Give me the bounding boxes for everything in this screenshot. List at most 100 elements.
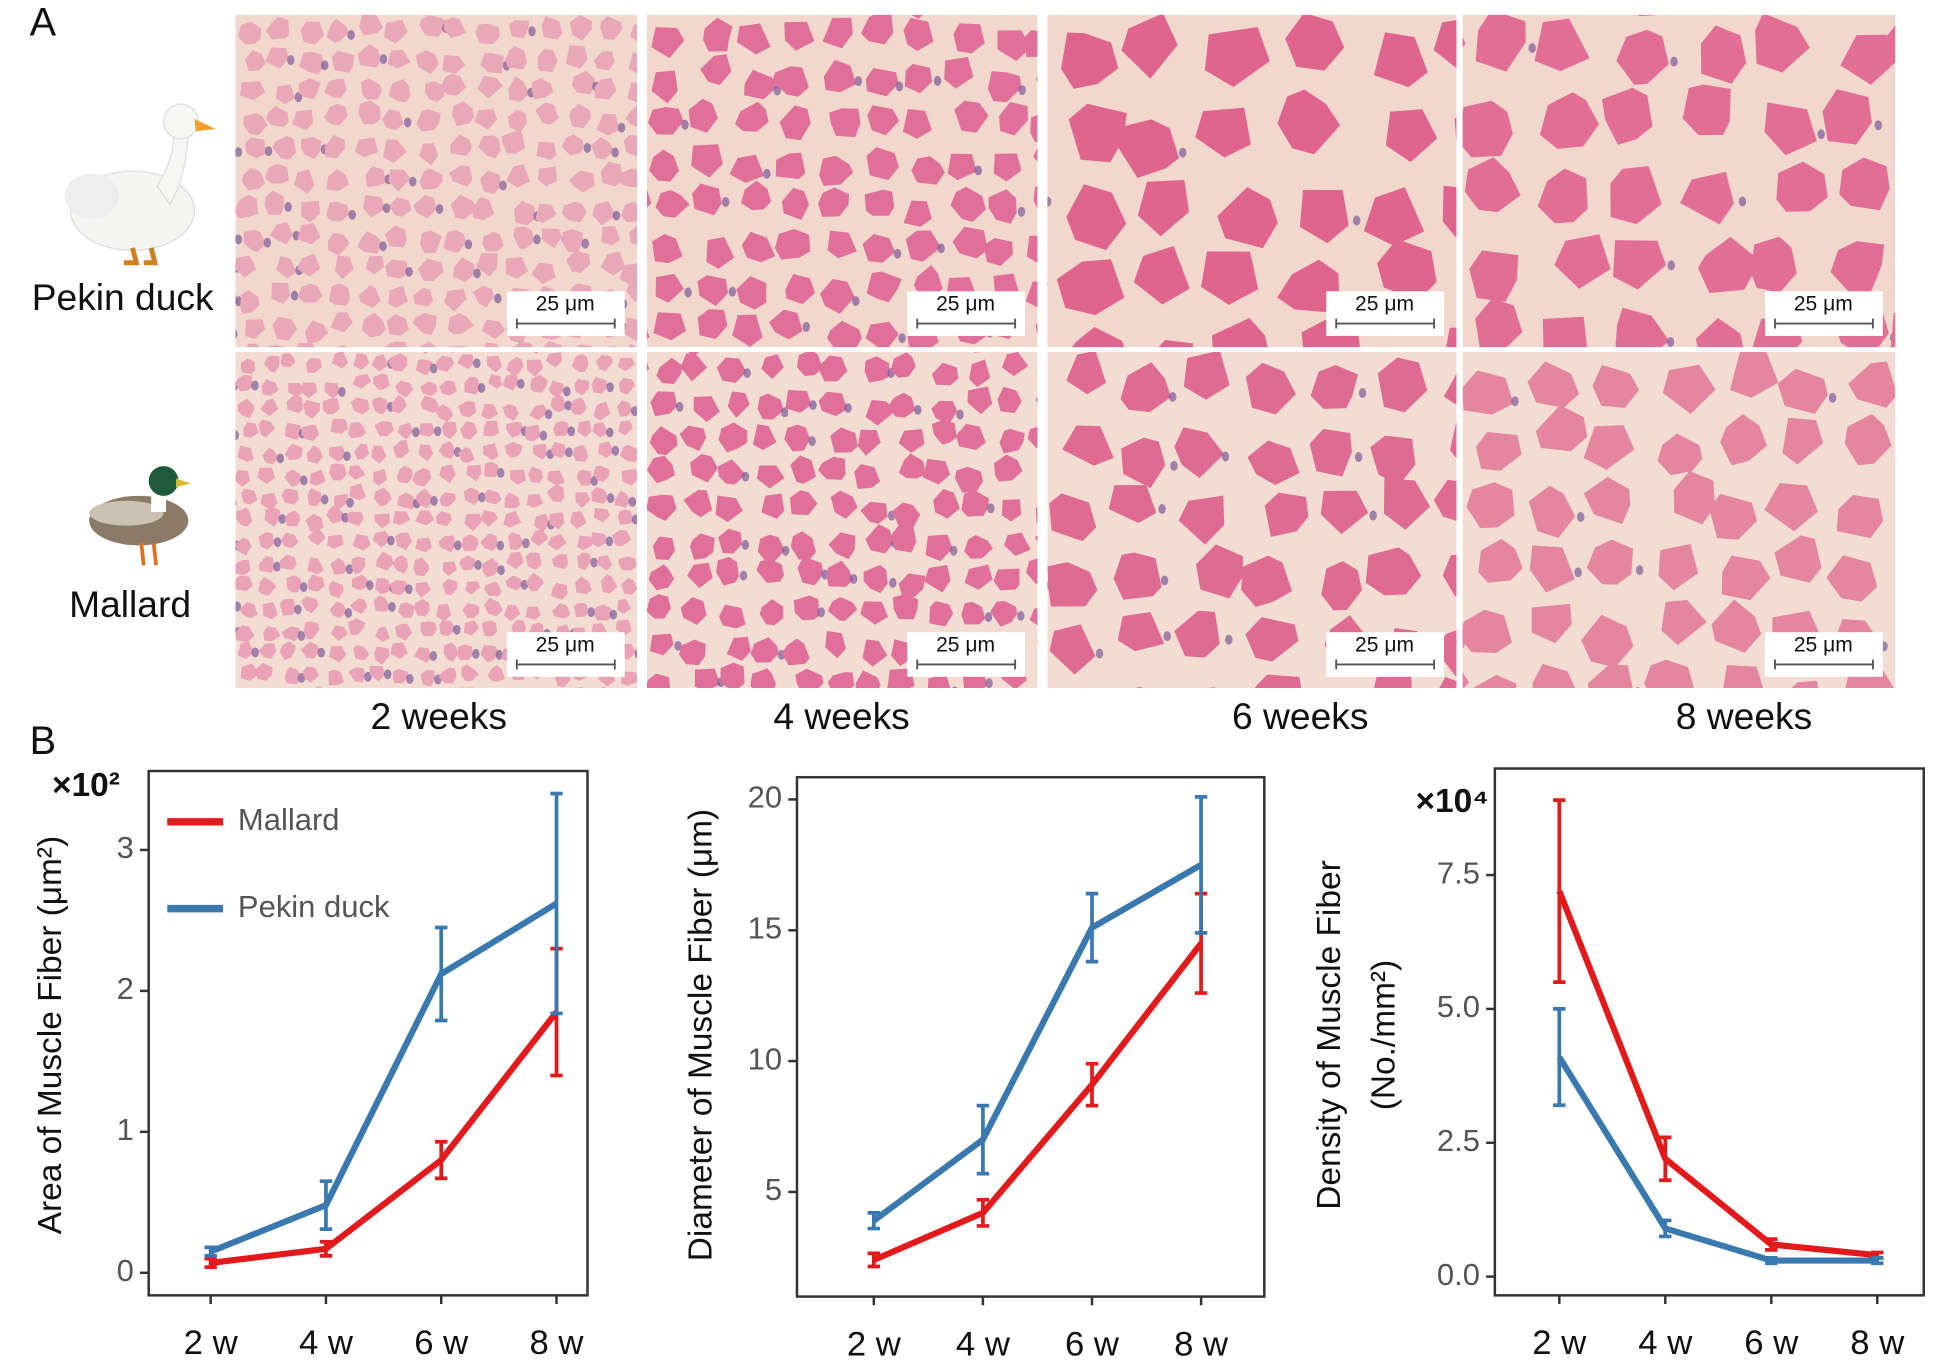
fiber — [860, 601, 889, 625]
fiber — [867, 105, 900, 136]
fiber — [1588, 664, 1633, 688]
fiber — [235, 625, 255, 643]
fiber — [528, 466, 544, 484]
fiber — [1321, 561, 1363, 611]
fiber — [450, 352, 454, 353]
fiber — [552, 420, 570, 437]
fiber — [621, 468, 638, 486]
fiber — [424, 81, 445, 102]
nucleus — [347, 29, 355, 40]
fiber — [1755, 14, 1810, 73]
nucleus — [294, 92, 303, 103]
fiber — [246, 343, 260, 348]
fiber — [235, 149, 237, 154]
fiber — [235, 194, 259, 219]
fiber — [1535, 404, 1588, 452]
scale-bar — [916, 659, 1017, 670]
nucleus — [612, 210, 621, 221]
fiber — [1026, 235, 1038, 263]
fiber — [1644, 659, 1694, 688]
nucleus — [341, 512, 349, 523]
nucleus — [539, 430, 548, 441]
fiber — [331, 352, 349, 369]
fiber — [600, 251, 626, 276]
fiber — [1527, 361, 1580, 408]
fiber — [761, 493, 785, 519]
fiber — [1904, 352, 1946, 406]
fiber — [1720, 414, 1768, 466]
fiber — [347, 511, 365, 526]
nucleus — [300, 475, 308, 486]
fiber — [550, 692, 567, 709]
fiber — [562, 0, 584, 10]
fiber — [450, 345, 465, 348]
fiber — [629, 225, 638, 245]
fiber — [533, 513, 550, 533]
fiber — [326, 18, 349, 43]
fiber — [395, 532, 413, 550]
nucleus — [520, 579, 529, 590]
fiber — [776, 0, 808, 14]
fiber — [264, 190, 284, 215]
nucleus — [235, 147, 243, 158]
fiber — [688, 98, 718, 133]
fiber — [954, 100, 989, 133]
fiber — [1047, 562, 1098, 607]
fiber — [998, 14, 1001, 16]
histology-image: 25 μm — [1462, 352, 1946, 688]
fiber — [363, 194, 385, 218]
scale-bar-box — [1765, 291, 1883, 336]
fiber — [1350, 0, 1414, 3]
fiber — [303, 621, 320, 640]
fiber — [300, 21, 325, 45]
nucleus — [276, 453, 285, 464]
fiber — [263, 355, 280, 373]
tissue — [1047, 352, 1457, 688]
fiber — [569, 103, 592, 129]
fiber — [260, 398, 279, 417]
x-tick-label: 6 w — [1744, 1324, 1799, 1362]
fiber — [685, 698, 713, 726]
fiber — [968, 359, 991, 388]
fiber — [281, 488, 299, 505]
fiber — [464, 513, 483, 532]
nucleus — [617, 122, 626, 133]
fiber — [436, 604, 452, 622]
fiber — [435, 510, 452, 527]
fiber — [1442, 185, 1457, 239]
nucleus — [606, 382, 614, 393]
fiber — [1658, 543, 1699, 591]
fiber — [1462, 36, 1466, 48]
fiber — [898, 453, 926, 479]
fiber — [1178, 495, 1225, 545]
pekin-duck-icon — [64, 103, 216, 266]
fiber — [333, 493, 349, 510]
fiber — [506, 551, 525, 569]
y-tick-label: 0.0 — [1437, 1257, 1480, 1292]
nucleus — [264, 146, 273, 157]
fiber — [819, 155, 854, 186]
fiber — [1264, 492, 1309, 537]
fiber — [627, 82, 638, 103]
fiber — [706, 237, 735, 269]
fiber — [1201, 251, 1259, 305]
nucleus — [364, 671, 372, 682]
fiber — [789, 490, 818, 516]
fiber — [646, 673, 671, 688]
fiber — [617, 509, 634, 525]
fiber — [1534, 18, 1590, 72]
error-bar — [976, 1103, 990, 1176]
scale-bar-box — [907, 632, 1026, 677]
scale-bar-box — [907, 291, 1026, 336]
scale-bar — [515, 318, 616, 329]
fiber — [215, 491, 230, 508]
fiber — [365, 166, 387, 188]
fiber — [1363, 187, 1425, 246]
nucleus — [472, 648, 480, 659]
error-bar — [867, 1210, 881, 1231]
fiber — [732, 314, 763, 347]
fiber — [487, 665, 506, 682]
fiber — [904, 63, 933, 94]
fiber — [796, 352, 823, 376]
fiber — [577, 687, 584, 688]
